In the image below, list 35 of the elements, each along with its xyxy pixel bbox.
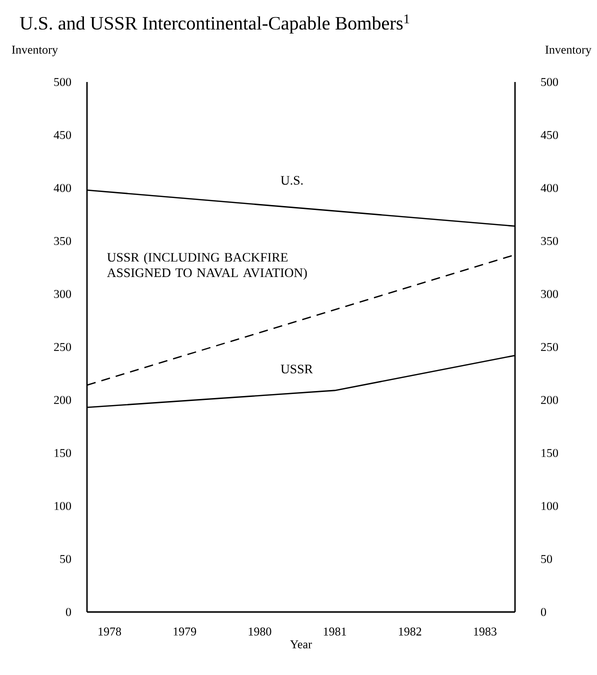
x-axis-title: Year <box>290 640 312 648</box>
y2-tick-label: 50 <box>541 554 552 564</box>
text: USSR (INCLUDING BACKFIRE ASSIGNED TO NAVAL AVIATION) <box>107 252 307 280</box>
y-tick-label: 50 <box>60 554 72 564</box>
y2-tick-label: 150 <box>542 448 558 458</box>
y2-tick-label: 300 <box>541 290 558 298</box>
x-tick-label: 1981 <box>324 628 346 636</box>
y2-tick-label: 350 <box>541 236 558 246</box>
y-axis-title: Inventory <box>12 46 58 56</box>
y-tick-label: 450 <box>54 130 72 140</box>
y2-axis-title: Inventory <box>545 46 592 56</box>
chart-title: U.S. and USSR Intercontinental-Capable Bombers$^{1}$ <box>20 14 410 34</box>
y-tick-label: 350 <box>54 236 72 246</box>
y2-tick-label: 500 <box>541 78 558 86</box>
x-tick-label: 1979 <box>174 628 196 636</box>
y-tick-label: 100 <box>54 502 72 510</box>
x-tick-label: 1980 <box>248 628 272 636</box>
y2-tick-label: 250 <box>541 342 558 352</box>
series-label: U.S. <box>280 176 303 185</box>
y-tick-label: 300 <box>54 290 72 298</box>
y2-tick-label: 450 <box>540 130 558 140</box>
y2-tick-label: 400 <box>540 184 558 192</box>
y2-tick-label: 0 <box>540 608 546 616</box>
y2-tick-label: 200 <box>541 396 558 404</box>
y-tick-label: 0 <box>66 608 72 616</box>
y2-tick-label: 100 <box>542 502 558 510</box>
x-tick-label: 1983 <box>474 628 496 636</box>
y-tick-label: 200 <box>54 396 72 404</box>
y-tick-label: 500 <box>54 78 72 86</box>
series-label: USSR <box>280 364 313 374</box>
x-tick-label: 1982 <box>398 628 422 636</box>
y-tick-label: 150 <box>54 448 72 458</box>
y-tick-label: 400 <box>54 184 72 192</box>
x-tick-label: 1978 <box>98 628 122 636</box>
y-tick-label: 250 <box>54 342 72 352</box>
